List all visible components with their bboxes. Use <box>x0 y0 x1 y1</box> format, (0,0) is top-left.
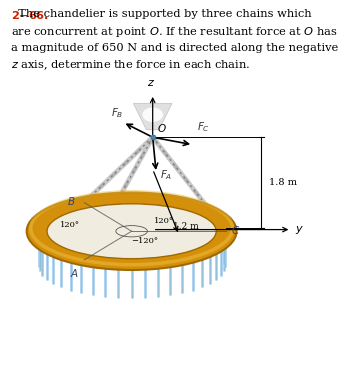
Text: $C$: $C$ <box>231 224 240 236</box>
Text: 1.2 m: 1.2 m <box>173 222 199 231</box>
Text: $O$: $O$ <box>157 122 167 134</box>
Polygon shape <box>133 103 172 130</box>
Text: $B$: $B$ <box>67 195 75 207</box>
Ellipse shape <box>47 204 216 259</box>
Text: −120°: −120° <box>132 237 158 244</box>
Text: $z$: $z$ <box>147 78 155 88</box>
Text: The chandelier is supported by three chains which
are concurrent at point $\it{O: The chandelier is supported by three cha… <box>11 9 338 72</box>
Text: $A$: $A$ <box>70 267 79 279</box>
Text: $y$: $y$ <box>295 224 304 236</box>
Text: $x$: $x$ <box>181 240 190 250</box>
Text: 120°: 120° <box>154 217 174 225</box>
Text: 120°: 120° <box>60 221 80 229</box>
Text: $F_C$: $F_C$ <box>197 120 210 133</box>
Text: $F_B$: $F_B$ <box>111 106 124 120</box>
Ellipse shape <box>27 193 237 270</box>
Ellipse shape <box>142 107 163 122</box>
Text: $F_A$: $F_A$ <box>160 168 173 182</box>
Text: $\mathbf{2}$$\mathbf{-66.}$: $\mathbf{2}$$\mathbf{-66.}$ <box>11 9 48 21</box>
Text: 1.8 m: 1.8 m <box>269 178 297 187</box>
